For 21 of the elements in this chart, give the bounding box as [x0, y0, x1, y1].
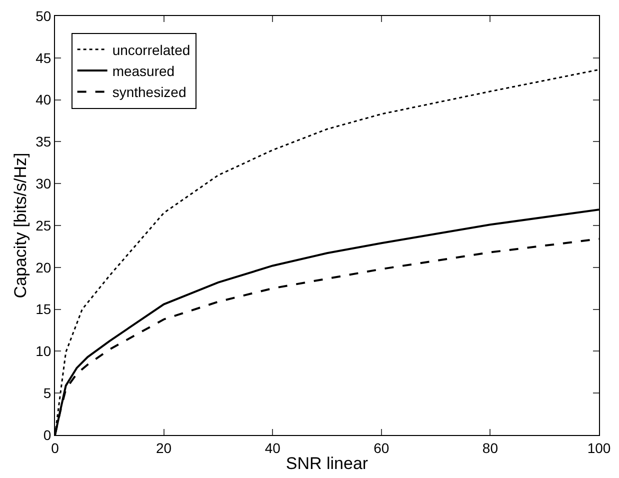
x-axis-title: SNR linear: [286, 454, 368, 474]
y-tick-label: 10: [36, 343, 52, 360]
y-tick-label: 50: [36, 8, 52, 24]
x-tick-label: 60: [374, 440, 390, 456]
y-tick-label: 45: [36, 50, 52, 66]
y-tick-label: 30: [36, 176, 52, 192]
y-tick-label: 25: [36, 217, 52, 234]
x-tick-label: 80: [482, 440, 498, 456]
y-tick-label: 35: [36, 134, 52, 150]
y-tick-label: 0: [43, 426, 52, 443]
y-tick-label: 20: [36, 259, 52, 276]
x-tick-label: 40: [264, 440, 281, 456]
y-tick-label: 5: [43, 385, 52, 401]
legend-label: measured: [112, 63, 175, 80]
y-axis-title: Capacity [bits/s/Hz]: [11, 152, 30, 298]
legend-label: synthesized: [112, 84, 186, 100]
y-tick-label: 40: [36, 92, 52, 108]
y-tick-label: 15: [36, 301, 52, 318]
legend-label: uncorrelated: [112, 42, 190, 58]
x-tick-label: 100: [587, 440, 611, 456]
x-tick-label: 20: [156, 440, 172, 456]
